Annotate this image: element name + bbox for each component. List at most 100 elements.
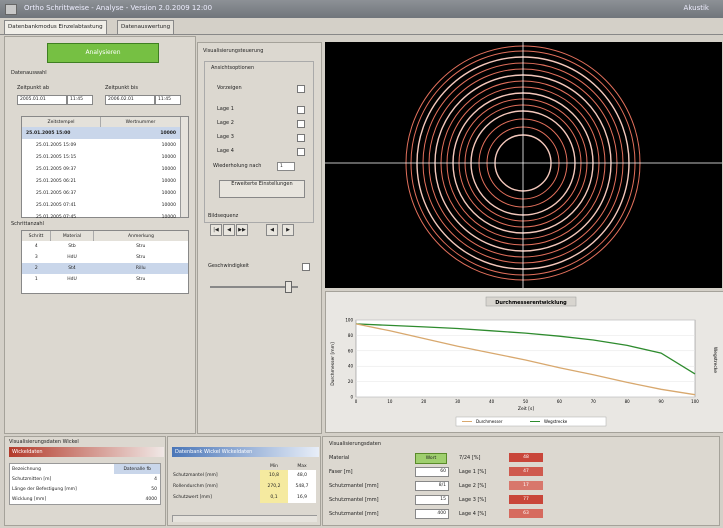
- x-tick-label: 30: [455, 399, 461, 404]
- speed-slider-track[interactable]: [210, 286, 298, 288]
- table-row[interactable]: 25.01.2005 15:15 10000: [36, 154, 176, 160]
- wickel-data-header: Wickeldaten: [9, 447, 164, 457]
- y-tick-label: 100: [345, 318, 353, 323]
- table-row: Länge der Befestigung [mm] 50: [12, 486, 157, 492]
- ring-visualization[interactable]: [325, 42, 722, 288]
- table-row[interactable]: 25.01.2005 06:21 10000: [36, 178, 176, 184]
- step-spinner[interactable]: 1: [277, 162, 295, 171]
- table-row: Rollendurchm [mm] 270,2 548,7: [172, 481, 316, 492]
- checkbox-lage3[interactable]: [297, 134, 305, 142]
- y-tick-label: 0: [350, 395, 353, 400]
- x-tick-label: 80: [625, 399, 631, 404]
- vd-rkey-0: 7/24 [%]: [459, 455, 481, 461]
- speed-label: Geschwindigkeit: [208, 263, 250, 269]
- x-axis-label: Zeit [s]: [518, 406, 534, 412]
- table-row[interactable]: 25.01.2005 07:41 10000: [36, 202, 176, 208]
- tab-einzelabtastung[interactable]: Datenbankmodus Einzelabtastung: [4, 20, 107, 34]
- x-tick-label: 50: [523, 399, 529, 404]
- from-label: Zeitpunkt ab: [17, 85, 50, 91]
- chart-title-box: [485, 296, 577, 307]
- table-row[interactable]: 25.01.2005 06:37 10000: [36, 190, 176, 196]
- vd-val-4: 400: [415, 509, 449, 519]
- table-row[interactable]: 2 St4 Rillu: [22, 263, 188, 274]
- to-time-field[interactable]: 11:45: [155, 95, 181, 105]
- vd-rval-0: 48: [509, 453, 543, 462]
- view-options-group: Ansichtsoptionen Vorzeigen Lage 1 Lage 2…: [204, 61, 314, 223]
- first-frame-button[interactable]: |◀: [210, 224, 222, 236]
- vd-val-1: 60: [415, 467, 449, 477]
- advanced-settings-button[interactable]: Erweiterte Einstellungen: [219, 180, 305, 198]
- col-header-note[interactable]: Anmerkung: [128, 233, 154, 239]
- from-date-field[interactable]: 2005.01.01: [17, 95, 67, 105]
- table-row: Schutzmitten [m] 4: [12, 476, 157, 482]
- vd-rkey-1: Lage 1 [%]: [459, 469, 487, 475]
- y-axis-label: Durchmesser [mm]: [330, 342, 336, 386]
- fast-forward-button[interactable]: ▶▶: [236, 224, 248, 236]
- speed-checkbox[interactable]: [302, 263, 310, 271]
- checkbox-lage2[interactable]: [297, 120, 305, 128]
- visualization-control-panel: Visualisierungsteuerung Ansichtsoptionen…: [197, 42, 322, 434]
- y-tick-label: 40: [348, 364, 354, 369]
- app-icon: [5, 4, 17, 15]
- x-tick-label: 20: [421, 399, 427, 404]
- control-section-label: Schrittanzahl: [11, 221, 44, 227]
- vd-rval-4: 63: [509, 509, 543, 518]
- diameter-chart: Durchmesserentwicklung 0 20 40 60 80 100 0 10 20…: [330, 296, 718, 427]
- table-row: Bezeichnung Datenalle fb: [10, 463, 161, 474]
- table-row[interactable]: 25.01.2005 15:09 10000: [36, 142, 176, 148]
- table-row[interactable]: 25.01.2005 07:45 10000: [36, 214, 176, 220]
- vd-val-2: 8/1: [415, 481, 449, 491]
- horizontal-scrollbar[interactable]: [172, 515, 317, 522]
- max-header: Max: [297, 464, 307, 469]
- col-header-material[interactable]: Material: [50, 231, 94, 241]
- check-label-vorzeigen: Vorzeigen: [217, 85, 242, 91]
- play-button[interactable]: ▶: [282, 224, 294, 236]
- window-right-text: Akustik: [683, 4, 709, 12]
- list-scrollbar[interactable]: [180, 117, 188, 217]
- legend-label-durchmesser: Durchmesser: [476, 419, 503, 424]
- vd-key-3: Schutzmantel [mm]: [329, 497, 379, 503]
- steps-list[interactable]: Schritt Material Anmerkung 4 Stb Stru 3 HdU…: [21, 230, 189, 294]
- vd-rval-3: 77: [509, 495, 543, 504]
- table-row[interactable]: 1 HdU Stru: [34, 277, 146, 282]
- table-row[interactable]: 3 HdU Stru: [34, 255, 146, 260]
- vd-val-0: Wort: [415, 453, 447, 464]
- x-tick-label: 70: [591, 399, 597, 404]
- y2-axis-label: Wegstrecke: [712, 347, 718, 373]
- min-header: Min: [270, 464, 278, 469]
- legend-label-wegstrecke: Wegstrecke: [544, 419, 568, 424]
- visualization-data-panel: Visualisierungsdaten Material Wort Faser…: [322, 436, 720, 526]
- vd-rval-2: 17: [509, 481, 543, 490]
- to-label: Zeitpunkt bis: [105, 85, 138, 91]
- col-header-time[interactable]: Zeitstempel: [22, 117, 101, 127]
- timestamp-list[interactable]: Zeitstempel Wertnummer 25.01.2005 15:00 1…: [21, 116, 189, 220]
- checkbox-lage1[interactable]: [297, 106, 305, 114]
- data-section-label: Datenauswahl: [11, 70, 47, 76]
- back-button[interactable]: ◀: [266, 224, 278, 236]
- vd-key-2: Schutzmantel [mm]: [329, 483, 379, 489]
- tab-datenauswertung[interactable]: Datenauswertung: [117, 20, 175, 34]
- vd-val-3: 15: [415, 495, 449, 505]
- speed-slider-thumb[interactable]: [285, 281, 293, 293]
- x-tick-label: 40: [489, 399, 495, 404]
- table-row[interactable]: 25.01.2005 15:00 10000: [22, 127, 180, 139]
- y-tick-label: 80: [348, 333, 354, 338]
- table-row[interactable]: 4 Stb Stru: [34, 244, 146, 249]
- col-header-value[interactable]: Wertnummer: [125, 119, 156, 125]
- checkbox-lage4[interactable]: [297, 148, 305, 156]
- view-options-label: Ansichtsoptionen: [211, 65, 255, 71]
- to-date-field[interactable]: 2006.02.01: [105, 95, 155, 105]
- prev-frame-button[interactable]: ◀: [223, 224, 235, 236]
- x-tick-label: 0: [355, 399, 358, 404]
- check-label-lage2: Lage 2: [217, 120, 234, 126]
- check-label-lage1: Lage 1: [217, 106, 234, 112]
- vd-rkey-4: Lage 4 [%]: [459, 511, 487, 517]
- title-bar: Ortho Schrittweise - Analyse - Version 2…: [0, 0, 723, 18]
- table-row[interactable]: 25.01.2005 09:37 10000: [36, 166, 176, 172]
- left-panel: Analysieren Datenauswahl Zeitpunkt ab Ze…: [4, 36, 196, 434]
- col-header-step[interactable]: Schritt: [22, 231, 51, 241]
- analyze-button[interactable]: Analysieren: [47, 43, 159, 63]
- checkbox-vorzeigen[interactable]: [297, 85, 305, 93]
- from-time-field[interactable]: 11:45: [67, 95, 93, 105]
- tab-strip: Datenbankmodus Einzelabtastung Datenausw…: [0, 20, 723, 35]
